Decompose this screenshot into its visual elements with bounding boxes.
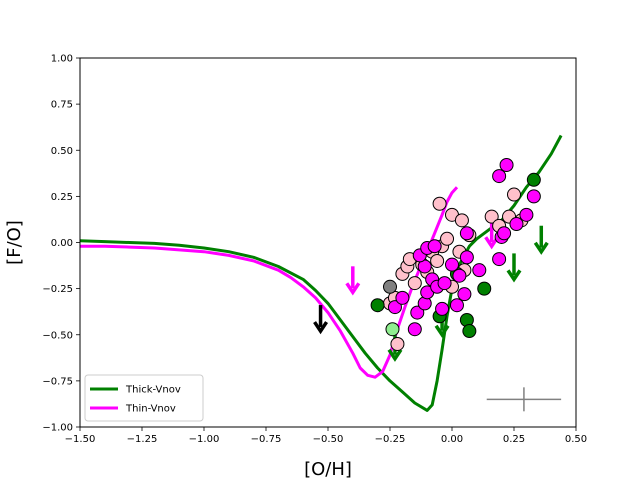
- data-point: [430, 253, 445, 268]
- x-tick-label: 0.00: [441, 434, 463, 445]
- data-point: [472, 263, 487, 278]
- y-tick-label: −1.00: [42, 423, 73, 434]
- data-point: [519, 207, 534, 222]
- limit-arrow-head: [345, 282, 361, 296]
- x-axis-title: [O/H]: [304, 459, 352, 480]
- data-point: [440, 231, 455, 246]
- x-tick-label: −1.00: [189, 434, 220, 445]
- data-point: [410, 305, 425, 320]
- data-point: [432, 196, 447, 211]
- limit-arrow-head: [434, 324, 450, 338]
- data-point: [385, 322, 400, 337]
- y-tick-label: 0.00: [51, 238, 73, 249]
- limit-arrow-head: [533, 241, 549, 255]
- limit-arrow-head: [313, 321, 329, 335]
- plot-frame: [79, 57, 577, 428]
- data-points: [370, 158, 541, 351]
- y-tick-label: 1.00: [51, 54, 73, 65]
- data-point: [459, 226, 474, 241]
- plot-border: [79, 57, 577, 428]
- data-point: [454, 213, 469, 228]
- data-point: [407, 322, 422, 337]
- data-point: [492, 169, 507, 184]
- data-point: [526, 189, 541, 204]
- x-tick-label: −0.25: [375, 434, 406, 445]
- legend: Thick-Vnov Thin-Vnov: [84, 374, 204, 422]
- y-tick-label: −0.25: [42, 284, 73, 295]
- data-point: [509, 217, 524, 232]
- data-point: [407, 276, 422, 291]
- data-point: [457, 287, 472, 302]
- x-tick-label: 0.25: [503, 434, 525, 445]
- upper-limit-arrows: [313, 220, 549, 362]
- y-tick-label: 0.25: [51, 192, 73, 203]
- x-tick-label: −0.75: [251, 434, 282, 445]
- data-point: [387, 300, 402, 315]
- x-tick-label: −1.25: [127, 434, 158, 445]
- y-tick-label: 0.75: [51, 100, 73, 111]
- data-point: [445, 257, 459, 272]
- x-tick-label: 0.50: [565, 434, 587, 445]
- y-tick-label: −0.75: [42, 376, 73, 387]
- data-point: [383, 279, 397, 294]
- data-point: [459, 250, 474, 265]
- data-point: [499, 158, 514, 173]
- data-point: [370, 298, 385, 313]
- limit-arrow-head: [387, 348, 403, 362]
- data-point: [507, 187, 521, 202]
- axes: −1.50 −1.25 −1.00 −0.75 −0.50 −0.25 0.00 0.25 0.…: [4, 54, 587, 480]
- data-point: [427, 239, 442, 254]
- data-point: [449, 298, 464, 313]
- data-point: [395, 290, 410, 305]
- legend-label: Thick-Vnov: [125, 385, 181, 396]
- data-point: [462, 324, 477, 339]
- model-curves: [79, 134, 563, 412]
- x-tick-label: −1.50: [65, 434, 96, 445]
- data-point: [484, 209, 499, 224]
- x-tick-label: −0.50: [313, 434, 344, 445]
- data-point: [526, 172, 541, 187]
- limit-arrow-head: [506, 269, 522, 283]
- data-point: [477, 281, 492, 296]
- data-point: [435, 301, 450, 316]
- typical-error-bar: [486, 387, 562, 412]
- data-point: [492, 252, 507, 267]
- data-point: [452, 268, 467, 283]
- data-point: [390, 336, 405, 351]
- legend-label: Thin-Vnov: [125, 404, 176, 415]
- y-axis-title: [F/O]: [4, 220, 25, 265]
- data-point: [497, 226, 512, 241]
- data-point: [437, 276, 452, 291]
- y-tick-label: 0.50: [51, 146, 73, 157]
- curve-thick-vnov: [79, 134, 563, 412]
- y-tick-label: −0.50: [42, 330, 73, 341]
